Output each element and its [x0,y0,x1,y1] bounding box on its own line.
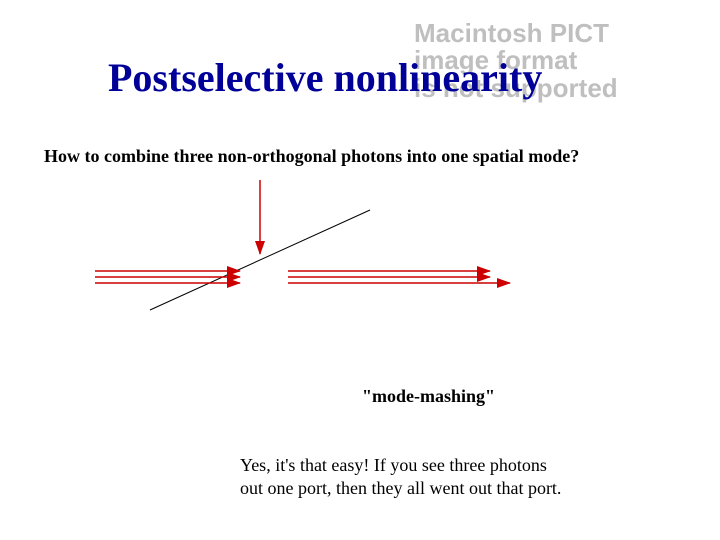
body-text: Yes, it's that easy! If you see three ph… [240,454,561,499]
body-line2: out one port, then they all went out tha… [240,478,561,498]
subtitle-text: How to combine three non-orthogonal phot… [44,146,579,167]
mode-mashing-diagram [70,180,590,370]
page-title: Postselective nonlinearity [108,54,542,101]
body-line1: Yes, it's that easy! If you see three ph… [240,455,547,475]
watermark-line1: Macintosh PICT [414,20,618,47]
mode-mashing-label: "mode-mashing" [362,386,495,407]
